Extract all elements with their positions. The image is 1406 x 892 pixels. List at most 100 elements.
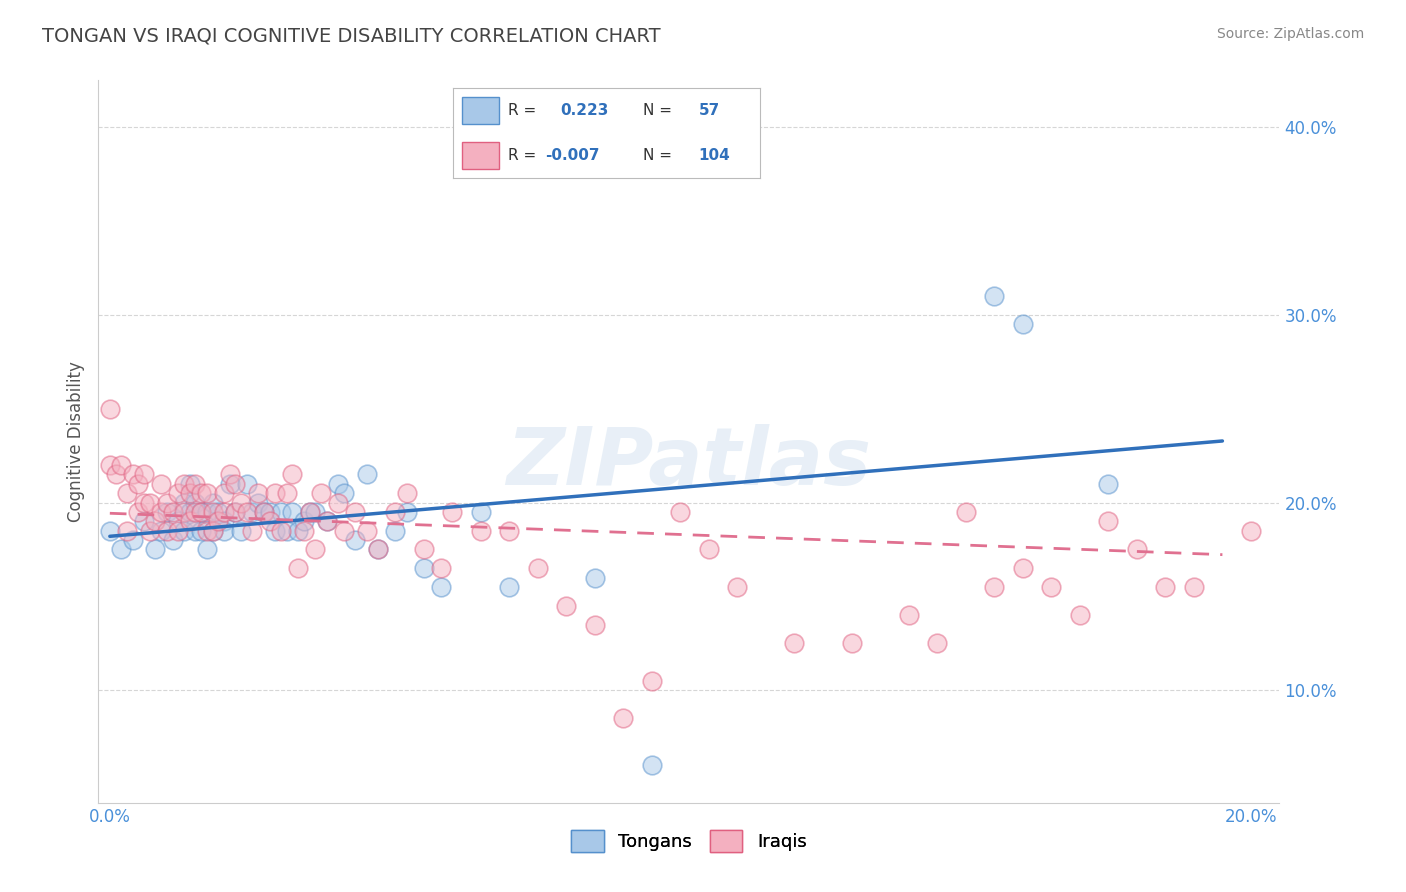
Point xyxy=(247,486,270,500)
Text: ZIPatlas: ZIPatlas xyxy=(506,425,872,502)
Point xyxy=(384,524,406,538)
Point xyxy=(162,505,184,519)
Point xyxy=(179,486,201,500)
Point xyxy=(1154,580,1177,594)
Point xyxy=(184,495,207,509)
Point xyxy=(332,524,354,538)
Point xyxy=(281,467,304,482)
Point xyxy=(412,561,434,575)
Point xyxy=(229,495,252,509)
Point xyxy=(229,524,252,538)
Point xyxy=(201,495,224,509)
Point xyxy=(298,505,321,519)
Point xyxy=(195,486,218,500)
Point xyxy=(276,486,298,500)
Point xyxy=(224,505,246,519)
Point xyxy=(145,514,167,528)
Point xyxy=(150,476,173,491)
Point xyxy=(190,486,212,500)
Point xyxy=(315,514,337,528)
Point xyxy=(332,486,354,500)
Point xyxy=(190,505,212,519)
Point xyxy=(725,580,748,594)
Point xyxy=(1069,608,1091,623)
Point xyxy=(247,495,270,509)
Point xyxy=(179,505,201,519)
Point xyxy=(526,561,548,575)
Point xyxy=(470,524,492,538)
Point xyxy=(270,505,292,519)
Point xyxy=(212,524,235,538)
Point xyxy=(367,542,389,557)
Point xyxy=(115,486,138,500)
Point xyxy=(218,476,240,491)
Text: TONGAN VS IRAQI COGNITIVE DISABILITY CORRELATION CHART: TONGAN VS IRAQI COGNITIVE DISABILITY COR… xyxy=(42,27,661,45)
Point xyxy=(356,524,378,538)
Point xyxy=(190,505,212,519)
Point xyxy=(110,458,132,472)
Point xyxy=(167,514,190,528)
Point xyxy=(983,289,1005,303)
Point xyxy=(498,580,520,594)
Point xyxy=(236,476,259,491)
Point xyxy=(184,524,207,538)
Point xyxy=(190,524,212,538)
Point xyxy=(132,495,155,509)
Point xyxy=(927,636,949,650)
Point xyxy=(669,505,692,519)
Point xyxy=(139,524,162,538)
Point xyxy=(1011,561,1033,575)
Point xyxy=(132,514,155,528)
Point xyxy=(641,758,664,772)
Point xyxy=(264,524,287,538)
Point xyxy=(173,495,195,509)
Point xyxy=(224,505,246,519)
Point xyxy=(207,505,229,519)
Point xyxy=(1097,476,1119,491)
Point xyxy=(139,495,162,509)
Point xyxy=(1011,318,1033,332)
Point xyxy=(276,524,298,538)
Point xyxy=(897,608,920,623)
Point xyxy=(259,514,281,528)
Point xyxy=(955,505,977,519)
Point xyxy=(429,580,451,594)
Point xyxy=(367,542,389,557)
Point xyxy=(270,524,292,538)
Point xyxy=(344,533,367,547)
Point xyxy=(201,505,224,519)
Point xyxy=(173,524,195,538)
Point xyxy=(412,542,434,557)
Point xyxy=(1040,580,1063,594)
Point xyxy=(156,524,179,538)
Point xyxy=(1097,514,1119,528)
Point xyxy=(395,486,418,500)
Point xyxy=(326,495,349,509)
Point xyxy=(173,476,195,491)
Point xyxy=(179,476,201,491)
Point xyxy=(195,505,218,519)
Point xyxy=(384,505,406,519)
Point xyxy=(315,514,337,528)
Point xyxy=(115,524,138,538)
Point xyxy=(212,505,235,519)
Point xyxy=(356,467,378,482)
Point xyxy=(156,495,179,509)
Point xyxy=(179,514,201,528)
Point xyxy=(292,514,315,528)
Point xyxy=(98,458,121,472)
Point xyxy=(395,505,418,519)
Point xyxy=(145,542,167,557)
Point xyxy=(98,524,121,538)
Point xyxy=(184,505,207,519)
Point xyxy=(292,524,315,538)
Point xyxy=(121,467,143,482)
Point xyxy=(207,514,229,528)
Point xyxy=(195,524,218,538)
Point xyxy=(132,467,155,482)
Point xyxy=(298,505,321,519)
Legend: Tongans, Iraqis: Tongans, Iraqis xyxy=(564,822,814,859)
Point xyxy=(236,505,259,519)
Point xyxy=(470,505,492,519)
Point xyxy=(555,599,578,613)
